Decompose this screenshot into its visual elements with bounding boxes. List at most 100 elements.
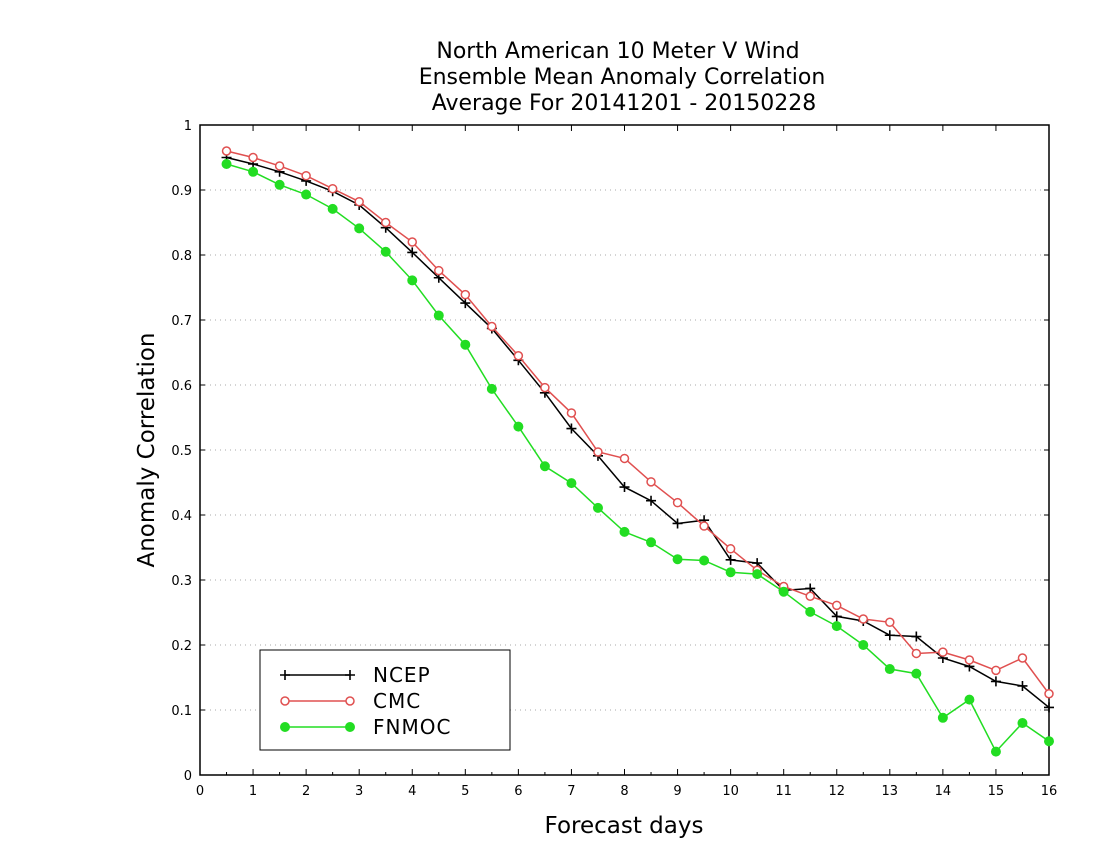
data-point-cmc [646, 477, 656, 487]
x-tick-label: 0 [196, 784, 204, 799]
x-tick-label: 10 [722, 784, 739, 799]
data-point-cmc [725, 544, 736, 554]
legend-item-cmc: CMC [280, 689, 421, 713]
data-point-ncep [831, 611, 842, 622]
data-point-fnmoc [1044, 736, 1054, 747]
data-point-ncep [672, 518, 683, 529]
data-point-fnmoc [513, 421, 524, 432]
data-point-cmc [938, 647, 948, 657]
data-point-cmc [274, 161, 285, 171]
data-point-fnmoc [937, 712, 948, 723]
x-tick-label: 7 [567, 784, 575, 799]
data-point-ncep [460, 298, 471, 309]
series-line-cmc [226, 150, 1050, 695]
data-point-fnmoc [380, 246, 391, 257]
data-point-fnmoc [274, 179, 285, 190]
x-tick-label: 12 [828, 784, 845, 799]
data-point-ncep [619, 482, 630, 493]
data-point-cmc [1044, 689, 1054, 699]
data-point-fnmoc [752, 569, 763, 580]
x-tick-label: 2 [302, 784, 310, 799]
data-point-fnmoc [221, 159, 232, 169]
legend-box [259, 649, 511, 751]
data-point-cmc [832, 600, 842, 611]
data-point-fnmoc [699, 555, 710, 566]
legend-label-ncep: NCEP [373, 663, 431, 687]
data-point-cmc [380, 217, 391, 228]
data-point-ncep [884, 630, 895, 641]
data-point-ncep [407, 247, 418, 258]
legend-label-cmc: CMC [373, 689, 421, 713]
data-point-fnmoc [858, 640, 869, 650]
data-point-fnmoc [990, 746, 1001, 757]
x-tick-label: 3 [355, 784, 363, 799]
data-point-cmc [513, 351, 524, 361]
y-tick-label: 0.6 [171, 379, 192, 394]
y-tick-label: 0.2 [171, 639, 192, 654]
data-point-cmc [487, 321, 497, 332]
data-point-cmc [991, 665, 1001, 676]
data-point-cmc [1017, 653, 1028, 663]
data-point-ncep [911, 631, 922, 642]
axis-ticks: 00.10.20.30.40.50.60.70.80.910 1 2 3 4 5 6 7 8 9 1… [171, 119, 1057, 799]
x-axis-label: Forecast days [545, 813, 704, 839]
x-tick-label: 4 [408, 784, 416, 799]
data-point-ncep [990, 676, 1001, 687]
data-point-cmc [885, 617, 895, 627]
x-tick-label: 6 [514, 784, 522, 799]
data-point-fnmoc [301, 189, 312, 200]
title-line-2: Ensemble Mean Anomaly Correlation [419, 65, 826, 90]
data-point-fnmoc [566, 478, 577, 489]
legend-item-fnmoc: FNMOC [280, 715, 451, 739]
data-point-cmc [460, 289, 471, 300]
data-point-fnmoc [911, 668, 922, 679]
x-tick-label: 8 [620, 784, 628, 799]
data-point-fnmoc [619, 526, 630, 537]
y-tick-label: 0.1 [171, 704, 192, 719]
series-cmc [221, 146, 1054, 699]
data-point-cmc [301, 170, 311, 181]
data-point-cmc [911, 648, 922, 659]
data-point-ncep [566, 423, 577, 434]
x-tick-label: 14 [935, 784, 952, 799]
data-point-cmc [566, 408, 577, 418]
legend-marker-fnmoc [345, 722, 355, 732]
legend-marker-cmc [280, 696, 290, 706]
data-point-cmc [964, 655, 975, 665]
data-point-cmc [407, 237, 417, 247]
data-point-ncep [646, 495, 657, 506]
data-point-fnmoc [646, 537, 657, 548]
legend-marker-ncep [345, 670, 355, 680]
legend-marker-cmc [345, 696, 355, 706]
y-tick-label: 0.7 [171, 314, 192, 329]
data-point-fnmoc [672, 554, 683, 565]
data-point-fnmoc [460, 339, 471, 350]
data-point-fnmoc [486, 383, 497, 394]
x-tick-label: 16 [1041, 784, 1058, 799]
data-point-fnmoc [831, 621, 842, 632]
y-tick-label: 0.3 [171, 574, 192, 589]
y-tick-label: 0 [184, 769, 192, 784]
data-point-fnmoc [354, 223, 365, 234]
data-point-cmc [248, 152, 258, 163]
series-fnmoc [221, 159, 1054, 757]
title-line-3: Average For 20141201 - 20150228 [432, 91, 817, 116]
legend-label-fnmoc: FNMOC [373, 715, 451, 739]
data-point-fnmoc [592, 502, 603, 513]
data-point-cmc [805, 591, 815, 601]
data-point-ncep [1044, 702, 1054, 713]
data-point-fnmoc [964, 694, 975, 705]
series-line-ncep [226, 156, 1050, 708]
x-tick-label: 9 [673, 784, 681, 799]
legend-marker-fnmoc [280, 722, 290, 732]
data-point-fnmoc [778, 586, 789, 597]
data-point-fnmoc [539, 461, 550, 472]
data-point-cmc [593, 447, 603, 457]
data-point-fnmoc [433, 310, 444, 321]
data-point-cmc [619, 453, 630, 464]
data-point-fnmoc [407, 275, 418, 286]
data-point-cmc [540, 382, 550, 393]
y-tick-label: 0.5 [171, 444, 192, 459]
